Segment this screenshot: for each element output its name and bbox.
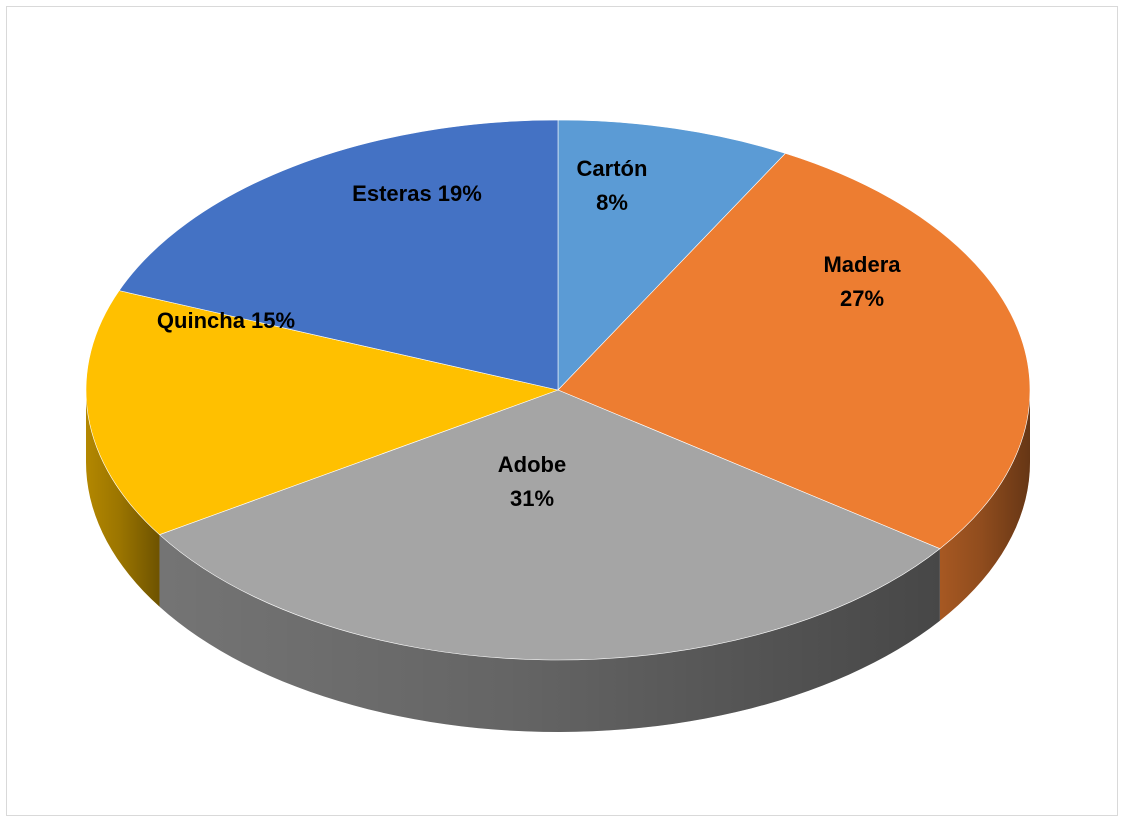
pie-side-shade-adobe bbox=[159, 534, 940, 732]
data-label-percent: 27% bbox=[840, 286, 884, 311]
data-label-category: Cartón bbox=[577, 156, 648, 181]
data-label-quincha: Quincha 15% bbox=[157, 308, 295, 333]
data-label-carton: Cartón 8% bbox=[577, 156, 648, 215]
pie-slice-adobe bbox=[158, 389, 941, 661]
data-label-category: Adobe bbox=[498, 452, 566, 477]
pie-labels: Cartón 8% Madera 27% Adobe 31% Quincha 15% Este… bbox=[157, 156, 901, 511]
data-label-madera: Madera 27% bbox=[823, 252, 901, 311]
data-label-adobe: Adobe 31% bbox=[498, 452, 566, 511]
pie-slice-esteras bbox=[118, 119, 559, 391]
pie-side-shade-quincha bbox=[86, 390, 160, 607]
data-label-category: Madera bbox=[823, 252, 901, 277]
pie-slice-quincha bbox=[85, 290, 560, 536]
pie-slice-madera bbox=[557, 153, 1031, 550]
data-label-percent: 31% bbox=[510, 486, 554, 511]
data-label-percent: 8% bbox=[596, 190, 628, 215]
pie-tops bbox=[85, 119, 1031, 661]
data-label-esteras: Esteras 19% bbox=[352, 181, 482, 206]
pie-slice-carton bbox=[557, 119, 786, 391]
